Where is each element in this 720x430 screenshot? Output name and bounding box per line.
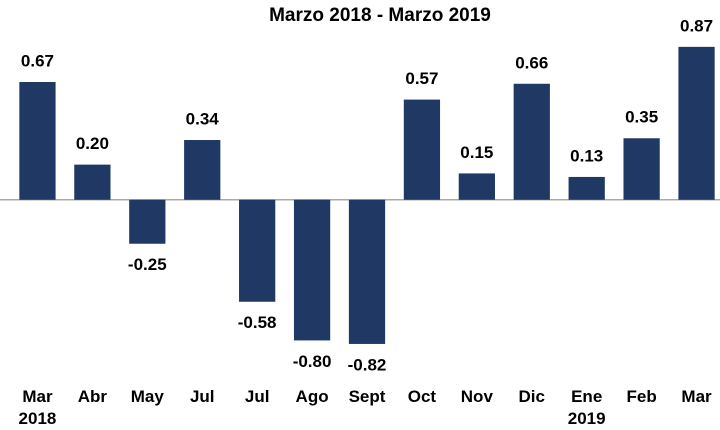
bar	[623, 138, 660, 200]
x-tick-label: May	[131, 387, 165, 406]
bar	[403, 99, 441, 200]
x-tick-label: Feb	[626, 387, 656, 406]
value-label: -0.58	[238, 313, 277, 332]
x-tick-label: Jul	[190, 387, 215, 406]
x-tick-label: Mar	[681, 387, 712, 406]
bar	[293, 199, 331, 341]
value-label: 0.66	[515, 53, 548, 72]
x-tick-label: Ene 2019	[568, 387, 606, 428]
value-label: 0.20	[76, 134, 109, 153]
bar	[19, 82, 56, 200]
value-label: 0.57	[405, 69, 438, 88]
x-tick-label: Sept	[349, 387, 386, 406]
value-label: 0.67	[21, 51, 54, 70]
value-label: -0.80	[293, 352, 332, 371]
x-tick-label: Nov	[461, 387, 494, 406]
bar	[348, 199, 386, 344]
x-tick-label: Oct	[408, 387, 437, 406]
bar	[458, 173, 495, 200]
x-tick-label: Mar 2018	[19, 387, 57, 428]
x-tick-label: Ago	[296, 387, 329, 406]
value-label: -0.25	[128, 255, 167, 274]
bar	[129, 199, 166, 244]
bar	[568, 176, 605, 200]
bar	[678, 46, 715, 200]
x-tick-label: Jul	[245, 387, 270, 406]
value-label: 0.15	[460, 143, 493, 162]
x-tick-label: Abr	[78, 387, 108, 406]
value-label: -0.82	[348, 355, 387, 374]
bar	[184, 140, 221, 200]
value-label: 0.34	[186, 110, 220, 129]
bar	[513, 83, 550, 200]
bar	[74, 164, 111, 200]
bar	[239, 199, 276, 302]
value-label: 0.87	[680, 16, 713, 35]
value-label: 0.35	[625, 108, 658, 127]
value-label: 0.13	[570, 146, 603, 165]
x-tick-label: Dic	[519, 387, 545, 406]
chart-title: Marzo 2018 - Marzo 2019	[269, 5, 491, 26]
